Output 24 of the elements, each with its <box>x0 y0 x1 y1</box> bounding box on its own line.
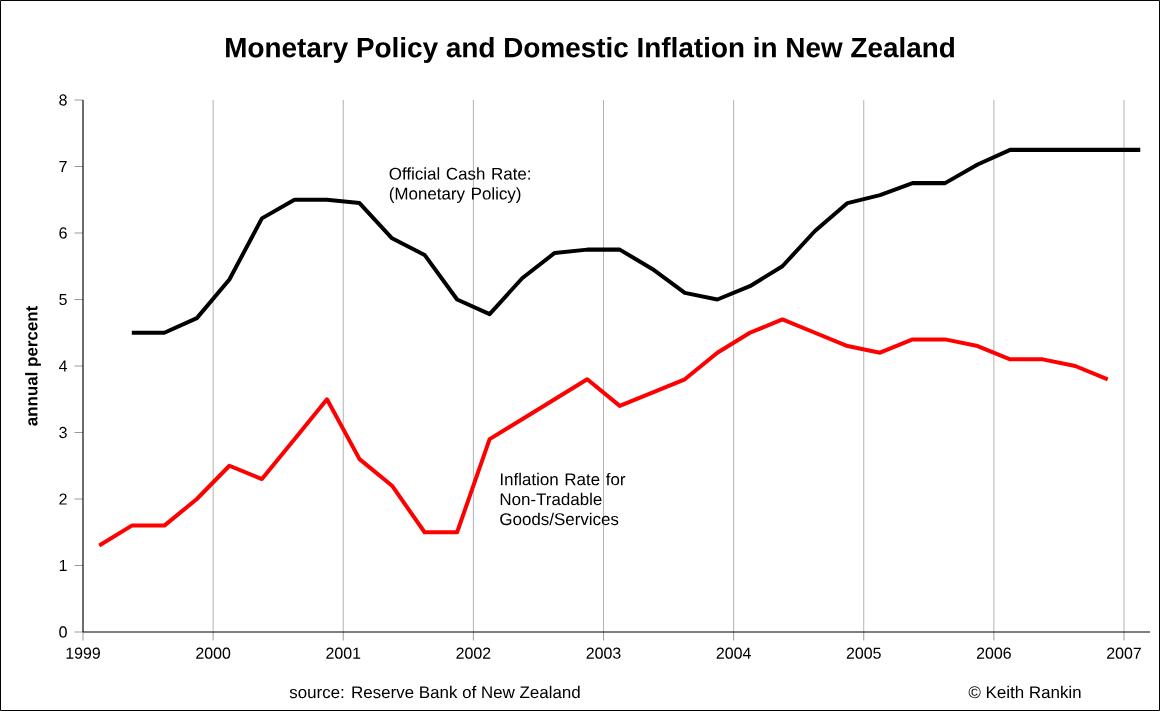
x-tick-label: 2001 <box>326 647 361 659</box>
series-label: Inflation Rate for Non-Tradable Goods/Services <box>500 472 626 526</box>
y-tick-label: 3 <box>59 426 67 439</box>
x-tick-label: 2005 <box>846 647 881 659</box>
series-label: Official Cash Rate: (Monetary Policy) <box>389 167 530 203</box>
source-note: source: Reserve Bank of New Zealand <box>289 685 580 699</box>
y-tick-label: 1 <box>59 560 67 571</box>
y-tick-label: 7 <box>59 161 67 172</box>
text: © Keith Rankin <box>968 685 1081 699</box>
x-tick-label: 2003 <box>586 647 621 659</box>
y-tick-label: 2 <box>59 493 67 505</box>
x-tick-label: 1999 <box>66 647 100 659</box>
x-tick-label: 2004 <box>716 647 751 659</box>
y-tick-label: 6 <box>59 227 67 239</box>
x-tick-label: 2000 <box>196 647 231 659</box>
y-tick-label: 8 <box>59 94 67 106</box>
x-tick-label: 2006 <box>976 647 1011 659</box>
x-tick-label: 2007 <box>1107 647 1141 659</box>
y-tick-label: 5 <box>59 293 67 306</box>
y-tick-label: 4 <box>58 360 68 372</box>
y-tick-label: 0 <box>59 626 67 638</box>
chart-title: Monetary Policy and Domestic Inflation in New Zealand <box>226 36 954 63</box>
y-axis-title: annual percent <box>25 305 41 426</box>
x-tick-label: 2002 <box>456 647 491 659</box>
